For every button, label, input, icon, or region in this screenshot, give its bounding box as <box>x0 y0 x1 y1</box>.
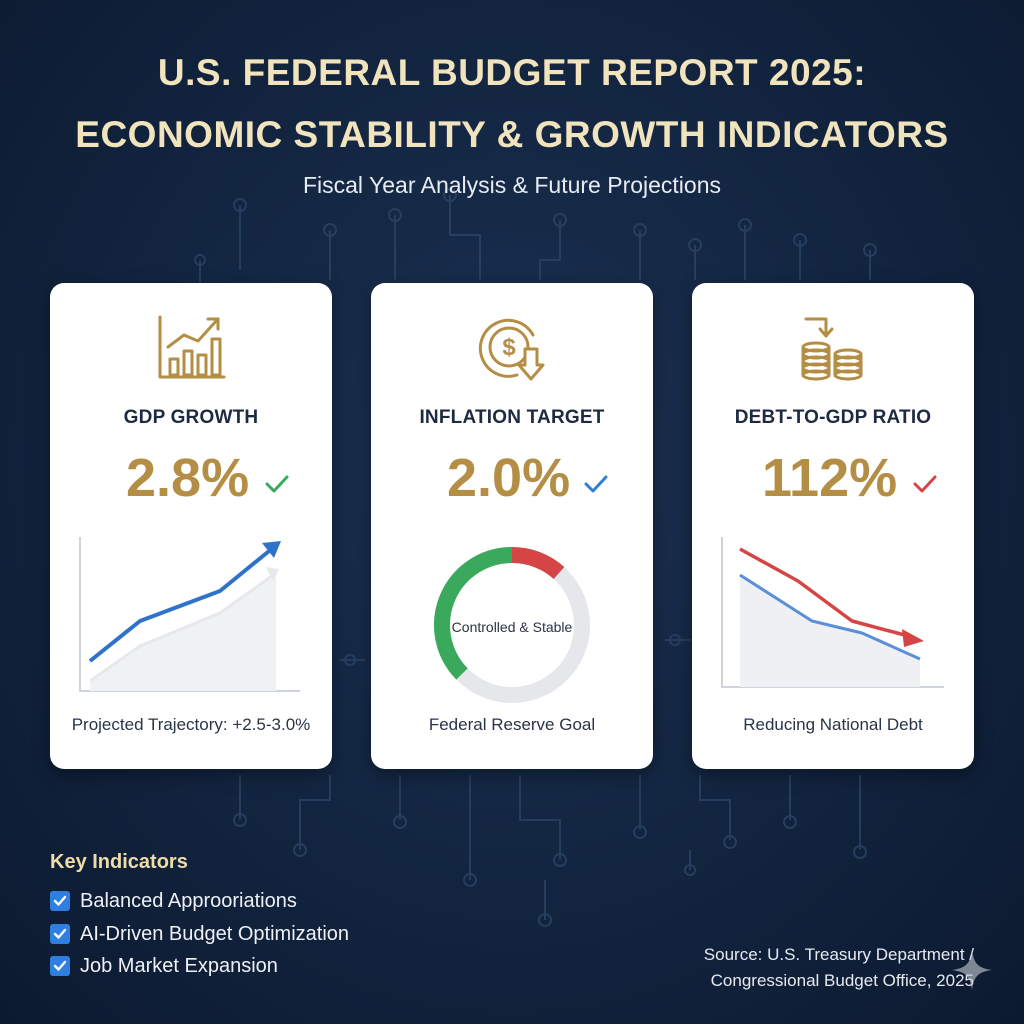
gdp-caption: Projected Trajectory: +2.5-3.0% <box>71 715 311 734</box>
sparkle-icon <box>952 950 992 990</box>
gdp-projection-area <box>90 573 276 691</box>
debt-trend-chart <box>721 537 944 688</box>
dollar-coin-down-icon: $ <box>478 318 545 381</box>
key-indicator-item: AI-Driven Budget Optimization <box>50 922 349 946</box>
debt-red-line <box>739 547 913 639</box>
check-icon <box>265 475 289 493</box>
svg-text:$: $ <box>502 334 516 361</box>
checkbox-checked-icon <box>50 891 70 911</box>
debt-card-title: DEBT-TO-GDP RATIO <box>734 407 932 428</box>
coin-stacks-down-icon <box>801 317 863 381</box>
debt-caption: Reducing National Debt <box>743 715 923 734</box>
gdp-card-title: GDP GROWTH <box>123 407 259 428</box>
key-indicator-label: AI-Driven Budget Optimization <box>80 922 350 945</box>
gdp-value: 2.8% <box>126 448 250 508</box>
debt-to-gdp-card: DEBT-TO-GDP RATIO 112% Reducing National… <box>692 283 974 769</box>
source-line1: Source: U.S. Treasury Department / <box>703 945 974 964</box>
bar-chart-growth-icon <box>158 315 226 379</box>
gdp-growth-line <box>88 545 276 663</box>
report-subtitle: Fiscal Year Analysis & Future Projection… <box>302 172 722 198</box>
debt-blue-line <box>739 573 921 661</box>
gauge-green-segment <box>433 547 513 680</box>
checkbox-checked-icon <box>50 956 70 976</box>
debt-value: 112% <box>762 448 898 508</box>
inflation-value: 2.0% <box>447 448 571 508</box>
report-title-line1: U.S. FEDERAL BUDGET REPORT 2025: <box>157 52 867 93</box>
key-indicator-item: Job Market Expansion <box>50 954 278 978</box>
gdp-growth-card: GDP GROWTH 2.8% Projected Trajectory: +2… <box>50 283 332 769</box>
key-indicators-title: Key Indicators <box>50 851 188 873</box>
inflation-gauge <box>433 546 590 703</box>
check-icon <box>913 475 937 493</box>
gdp-projection-line <box>89 571 277 683</box>
gdp-growth-arrowhead <box>262 541 281 558</box>
gdp-trend-chart <box>79 537 300 692</box>
key-indicator-label: Balanced Approoriations <box>80 889 297 912</box>
gauge-red-segment <box>511 546 565 580</box>
inflation-card-title: INFLATION TARGET <box>419 407 605 428</box>
source-note: Source: U.S. Treasury Department / Congr… <box>704 942 974 994</box>
debt-area <box>740 575 920 687</box>
check-icon <box>584 475 608 493</box>
inflation-caption: Federal Reserve Goal <box>428 715 596 734</box>
debt-red-arrowhead <box>902 629 924 647</box>
checkbox-checked-icon <box>50 924 70 944</box>
report-title-line2: ECONOMIC STABILITY & GROWTH INDICATORS <box>75 114 949 155</box>
key-indicator-item: Balanced Approoriations <box>50 889 297 913</box>
source-line2: Congressional Budget Office, 2025 <box>710 971 974 990</box>
gauge-label: Controlled & Stable <box>451 619 573 635</box>
key-indicator-label: Job Market Expansion <box>80 954 278 977</box>
inflation-target-card: $ INFLATION TARGET 2.0% Controlled & Sta… <box>371 283 653 769</box>
